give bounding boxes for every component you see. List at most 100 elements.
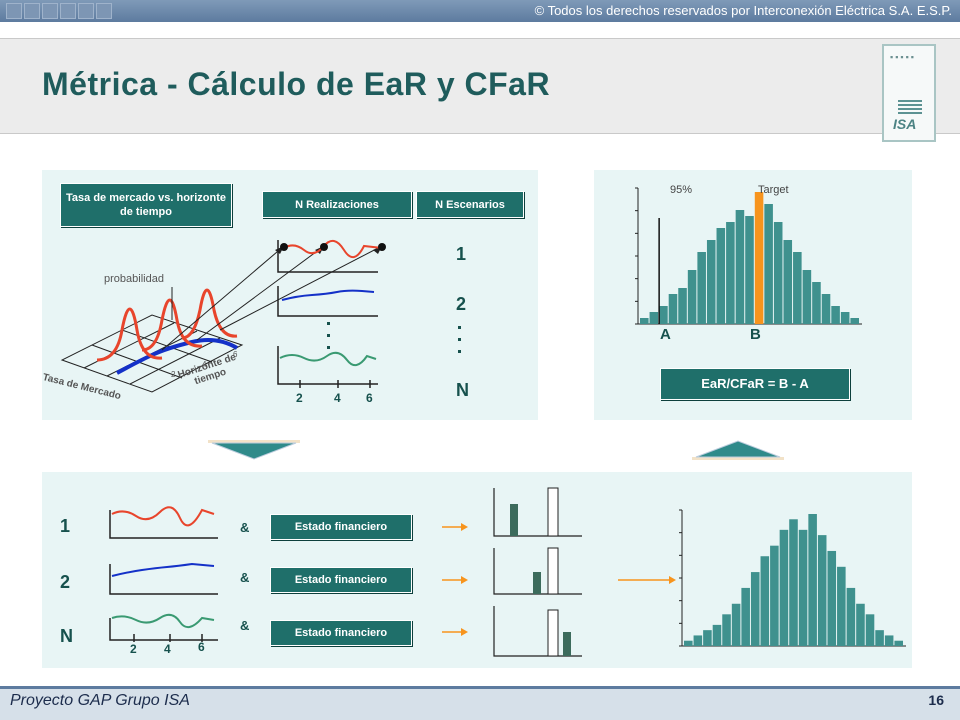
- histogram-bar: [750, 572, 760, 646]
- histogram-bar: [745, 216, 754, 324]
- logo-text: ISA: [893, 116, 917, 132]
- isa-logo: ▪▪▪▪▪ ISA: [882, 44, 936, 142]
- bottom-x-tick-6: 6: [198, 640, 205, 654]
- histogram-bar: [884, 635, 894, 646]
- x-tick-4: 4: [334, 391, 341, 405]
- histogram-bar: [817, 535, 827, 646]
- histogram-bar: [808, 514, 817, 646]
- histogram-bar: [764, 204, 773, 324]
- bottom-x-tick-2: 2: [130, 642, 137, 656]
- histogram-bar: [802, 270, 812, 324]
- scenario-label-2: 2: [456, 294, 467, 314]
- histogram-bar: [722, 614, 731, 646]
- arrow-up-icon: [692, 440, 784, 460]
- histogram-bar: [831, 306, 840, 324]
- estado-financiero-2: Estado financiero: [270, 567, 412, 593]
- histogram-bar: [856, 603, 865, 646]
- logo-mark-icon: [898, 100, 922, 114]
- ellipsis-dots-icon: [327, 322, 461, 353]
- histogram-bar: [821, 294, 831, 324]
- histogram-bar: [850, 318, 859, 324]
- simulation-diagram: [60, 239, 461, 393]
- x-tick-2: 2: [296, 391, 303, 405]
- label-b: B: [750, 326, 761, 343]
- label-a: A: [660, 326, 671, 343]
- histogram-bar: [770, 545, 779, 646]
- label-95-percent: 95%: [670, 184, 693, 196]
- surface-tick-2: 2: [171, 370, 176, 379]
- page-number: 16: [928, 692, 944, 708]
- bottom-x-ticks: [133, 634, 203, 642]
- ampersand-1: &: [240, 520, 250, 535]
- histogram-bar: [693, 635, 703, 646]
- probability-curve-1: [96, 307, 163, 362]
- financial-diagram: [109, 487, 676, 657]
- surface-tick-4: 4: [202, 360, 207, 369]
- realization-point: [320, 243, 328, 251]
- scenario-axes: [109, 510, 218, 641]
- mini-target-1: [547, 487, 559, 537]
- decor-square: [60, 3, 76, 19]
- x-tick-6: 6: [366, 391, 373, 405]
- bottom-x-tick-4: 4: [164, 642, 171, 656]
- histogram-bar: [731, 603, 741, 646]
- scenario-label-n: N: [456, 380, 469, 400]
- title-band: [0, 38, 960, 134]
- label-probabilidad: probabilidad: [104, 273, 164, 285]
- footer-bar: [0, 686, 960, 720]
- estado-financiero-n: Estado financiero: [270, 620, 412, 646]
- mini-target-n: [547, 609, 559, 657]
- box-tasa-horizonte: Tasa de mercado vs. horizonte de tiempo: [60, 183, 232, 227]
- ear-formula-box: EaR/CFaR = B - A: [660, 368, 850, 400]
- box-n-realizaciones: N Realizaciones: [262, 191, 412, 218]
- box-n-escenarios: N Escenarios: [416, 191, 524, 218]
- rate-path: [116, 338, 239, 375]
- histogram-bar: [706, 240, 716, 324]
- arrow-down-icon: [208, 440, 300, 460]
- histogram-bar: [649, 312, 659, 324]
- histogram-bar: [684, 640, 693, 646]
- histogram-bar: [741, 587, 750, 646]
- scenario-label-1: 1: [456, 244, 467, 264]
- orange-arrowhead-icon: [669, 576, 676, 584]
- histogram-bar: [779, 529, 789, 646]
- scenario-n-line: [111, 613, 215, 629]
- histogram-bar: [789, 519, 798, 646]
- histogram-bar: [812, 282, 821, 324]
- probability-curve-3: [181, 288, 238, 340]
- ampersand-n: &: [240, 618, 250, 633]
- histogram-bar: [678, 288, 687, 324]
- histogram-bar: [875, 630, 884, 646]
- orange-arrowhead-icon: [461, 523, 468, 531]
- decor-square: [96, 3, 112, 19]
- histogram-bar: [697, 252, 706, 324]
- histogram-bar: [735, 210, 745, 324]
- top-bar: © Todos los derechos reservados por Inte…: [0, 0, 960, 22]
- orange-arrowhead-icon: [461, 628, 468, 636]
- realization-point: [280, 243, 288, 251]
- footer-project: Proyecto GAP Grupo ISA: [10, 692, 190, 709]
- histogram-bar: [640, 318, 649, 324]
- histogram-bar: [659, 306, 668, 324]
- mini-bar-n: [563, 632, 571, 656]
- histogram-target-bar: [754, 192, 764, 324]
- realization-point: [378, 243, 386, 251]
- orange-arrowhead-icon: [461, 576, 468, 584]
- mini-bar-2: [533, 572, 541, 594]
- decor-square: [24, 3, 40, 19]
- probability-curve-2: [141, 298, 203, 352]
- realization-2-line: [281, 289, 375, 301]
- histogram-bar: [827, 550, 837, 646]
- x-axis-ticks: [299, 380, 371, 388]
- histogram-bar: [865, 614, 875, 646]
- decor-square: [42, 3, 58, 19]
- histogram-bar: [687, 270, 697, 324]
- scenario-2-line: [111, 562, 215, 577]
- mini-bar-1: [510, 504, 518, 536]
- histogram-bar: [837, 566, 846, 646]
- histogram-bar: [726, 222, 735, 324]
- scenario-1-line: [111, 506, 215, 527]
- histogram-bar: [712, 624, 722, 646]
- result-histogram: [679, 509, 906, 647]
- histogram-bar: [840, 312, 850, 324]
